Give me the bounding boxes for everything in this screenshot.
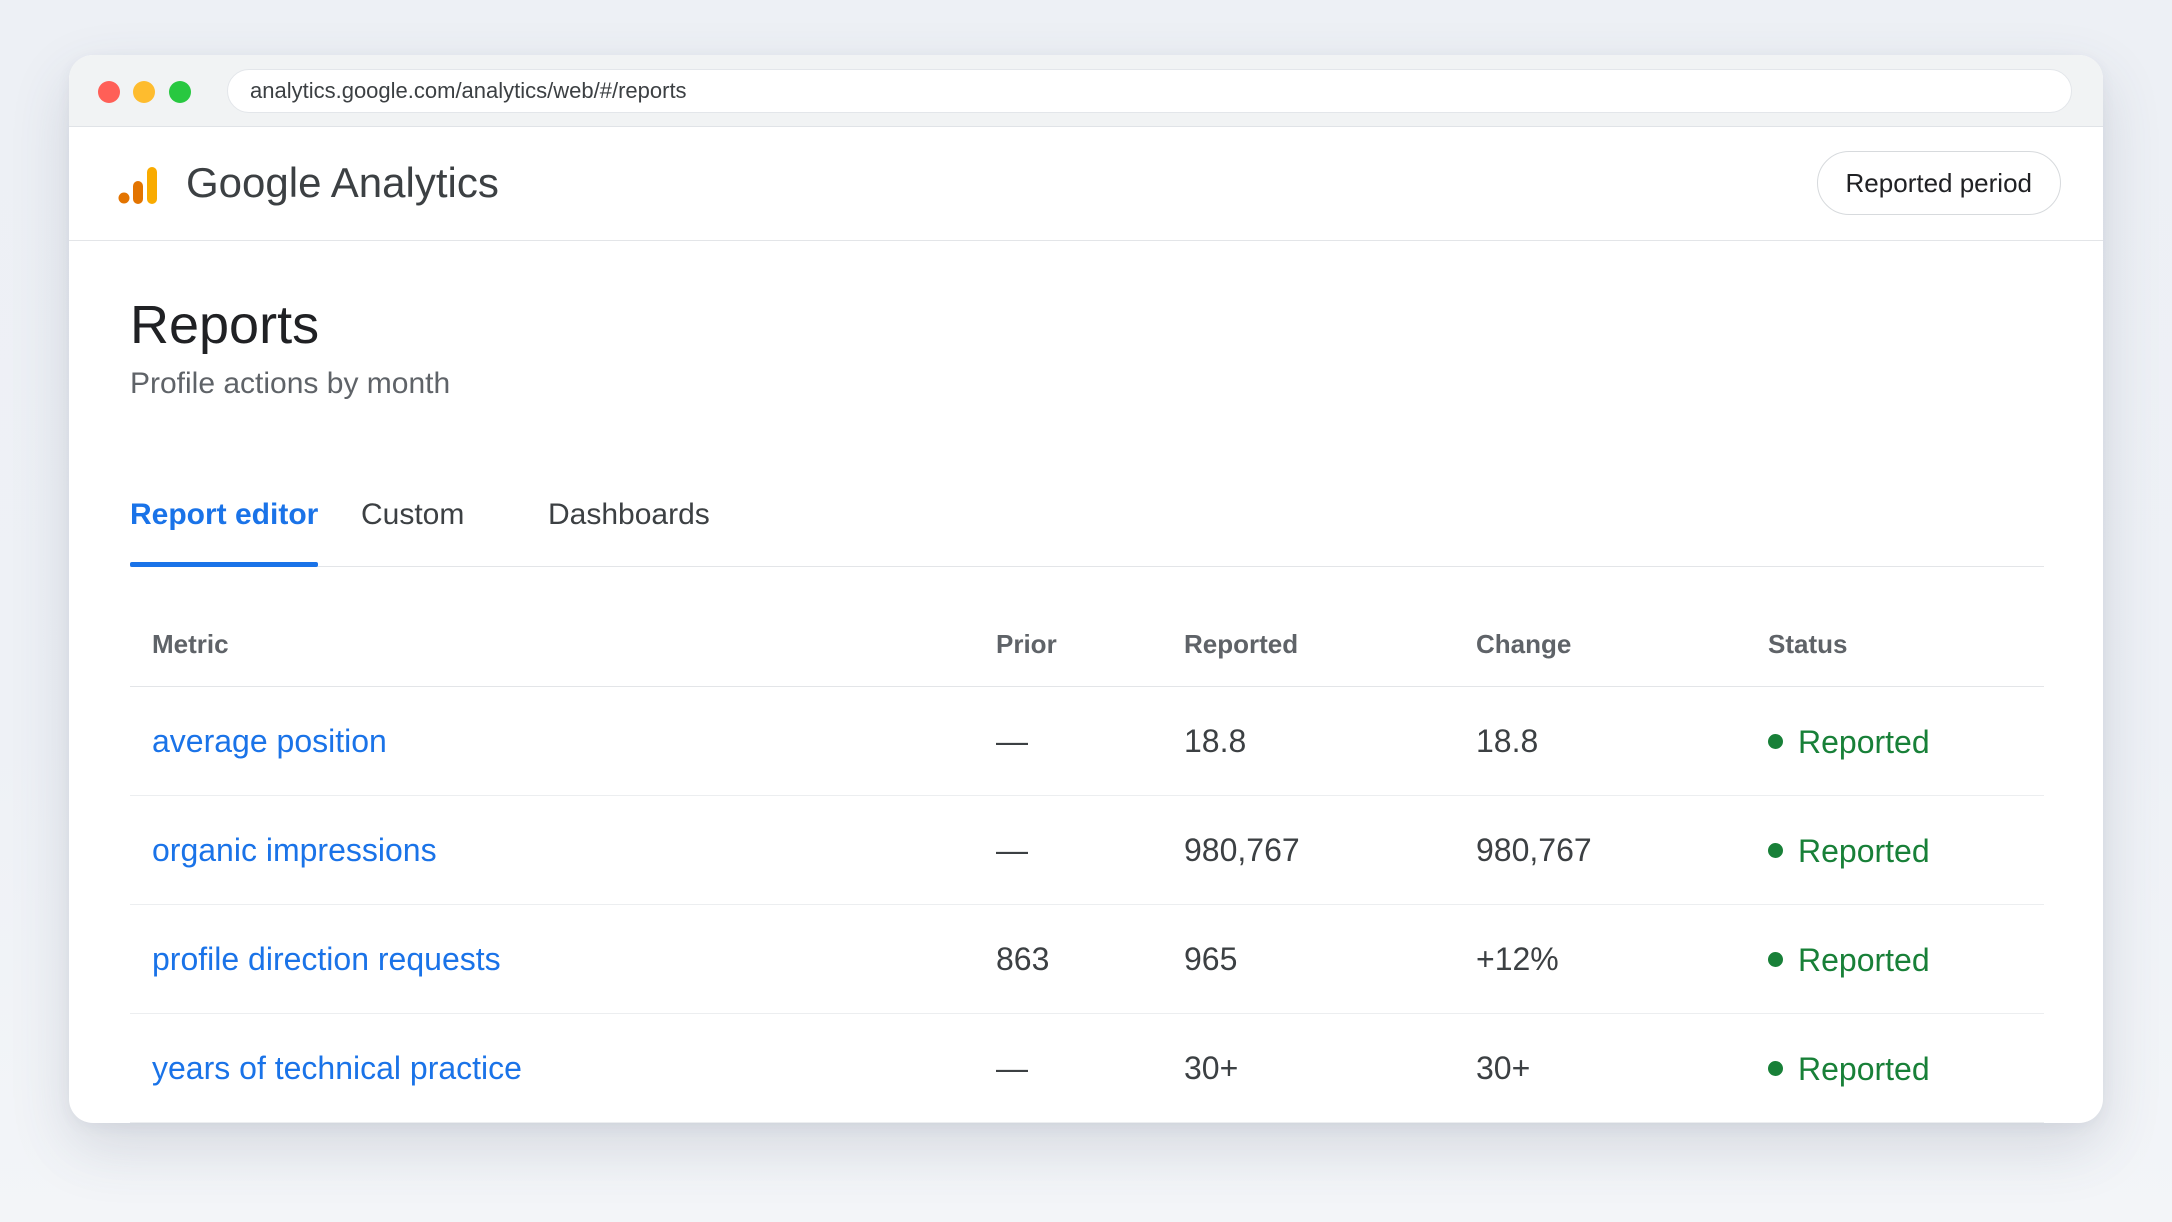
table-row: years of technical practice — 30+ 30+ Re…	[130, 1014, 2044, 1123]
maximize-window-button[interactable]	[169, 81, 191, 103]
status-dot-icon	[1768, 952, 1783, 967]
metrics-table: Metric Prior Reported Change Status aver…	[130, 595, 2044, 1123]
reported-value: 965	[1184, 941, 1238, 977]
tab-report-editor[interactable]: Report editor	[130, 485, 319, 567]
app-brand-name: Google Analytics	[186, 159, 499, 206]
reported-value: 30+	[1184, 1050, 1239, 1086]
metric-link[interactable]: organic impressions	[152, 832, 437, 868]
status-label: Reported	[1798, 833, 1930, 869]
metric-link[interactable]: profile direction requests	[152, 941, 501, 977]
browser-window: analytics.google.com/analytics/web/#/rep…	[69, 55, 2103, 1123]
address-bar[interactable]: analytics.google.com/analytics/web/#/rep…	[227, 69, 2072, 113]
status-dot-icon	[1768, 843, 1783, 858]
page-title: Reports	[130, 295, 320, 355]
status-label: Reported	[1798, 942, 1930, 978]
browser-chrome: analytics.google.com/analytics/web/#/rep…	[69, 55, 2103, 127]
google-analytics-bars-icon	[118, 167, 157, 204]
reported-value: 980,767	[1184, 832, 1300, 868]
column-header-change[interactable]: Change	[1476, 629, 1572, 659]
prior-value: —	[996, 1050, 1028, 1086]
metric-link[interactable]: average position	[152, 723, 387, 759]
change-value: 18.8	[1476, 723, 1539, 759]
table-row: average position — 18.8 18.8 Reported	[130, 687, 2044, 796]
prior-value: —	[996, 832, 1028, 868]
column-header-reported[interactable]: Reported	[1184, 629, 1299, 659]
status-badge: Reported	[1768, 724, 1930, 760]
column-header-prior[interactable]: Prior	[996, 629, 1057, 659]
status-dot-icon	[1768, 1061, 1783, 1076]
change-value: 30+	[1476, 1050, 1531, 1086]
status-label: Reported	[1798, 724, 1930, 760]
reported-period-button[interactable]: Reported period	[1816, 151, 2061, 215]
minimize-window-button[interactable]	[133, 81, 155, 103]
table-row: profile direction requests 863 965 +12% …	[130, 905, 2044, 1014]
column-header-metric[interactable]: Metric	[152, 629, 229, 659]
tab-bar: Report editor Custom Dashboards	[130, 485, 2044, 567]
tab-dashboards[interactable]: Dashboards	[548, 498, 710, 531]
status-dot-icon	[1768, 734, 1783, 749]
table-row: organic impressions — 980,767 980,767 Re…	[130, 796, 2044, 905]
status-badge: Reported	[1768, 1051, 1930, 1087]
page-subtitle: Profile actions by month	[130, 367, 451, 400]
status-label: Reported	[1798, 1051, 1930, 1087]
table-header-row: Metric Prior Reported Change Status	[130, 595, 2044, 687]
status-badge: Reported	[1768, 942, 1930, 978]
tab-custom[interactable]: Custom	[361, 498, 465, 531]
status-badge: Reported	[1768, 833, 1930, 869]
reported-value: 18.8	[1184, 723, 1247, 759]
close-window-button[interactable]	[98, 81, 120, 103]
prior-value: 863	[996, 941, 1050, 977]
change-value: 980,767	[1476, 832, 1592, 868]
metric-link[interactable]: years of technical practice	[152, 1050, 522, 1086]
change-value: +12%	[1476, 941, 1559, 977]
prior-value: —	[996, 723, 1028, 759]
app-header: Google Analytics Reported period	[69, 127, 2103, 241]
column-header-status[interactable]: Status	[1768, 629, 1848, 659]
